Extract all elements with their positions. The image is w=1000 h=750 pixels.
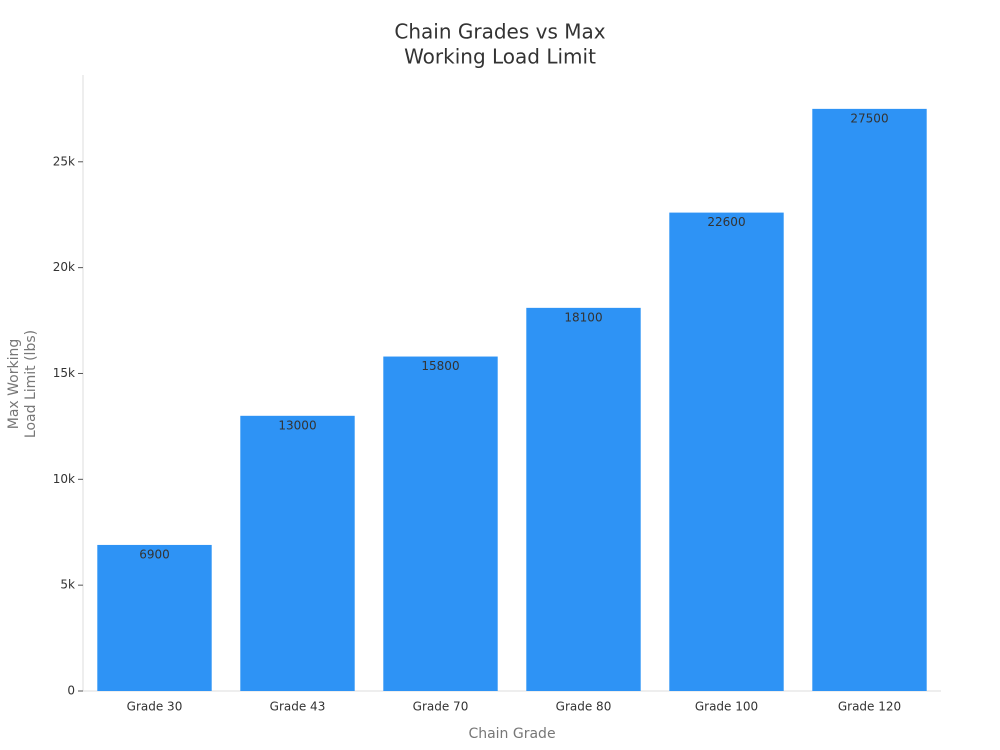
x-tick-label: Grade 43 bbox=[270, 700, 326, 714]
x-tick-label: Grade 70 bbox=[413, 700, 469, 714]
bar bbox=[669, 212, 784, 692]
x-tick-label: Grade 30 bbox=[127, 700, 183, 714]
y-axis-title: Max Working bbox=[6, 339, 22, 430]
bar bbox=[812, 108, 927, 692]
y-tick-label: 10k bbox=[53, 472, 75, 486]
y-axis-title: Load Limit (lbs) bbox=[23, 330, 39, 438]
y-tick-label: 20k bbox=[53, 260, 75, 274]
x-tick-label: Grade 80 bbox=[556, 700, 612, 714]
bar bbox=[526, 307, 641, 691]
value-label: 6900 bbox=[139, 547, 170, 561]
x-tick-label: Grade 120 bbox=[838, 700, 901, 714]
y-tick-label: 5k bbox=[60, 578, 75, 592]
value-label: 18100 bbox=[564, 310, 602, 324]
x-axis-title: Chain Grade bbox=[468, 726, 555, 742]
x-tick-label: Grade 100 bbox=[695, 700, 758, 714]
value-label: 15800 bbox=[421, 359, 459, 373]
y-tick-label: 15k bbox=[53, 366, 75, 380]
bar bbox=[383, 356, 498, 691]
bar bbox=[97, 544, 212, 691]
chart-title: Working Load Limit bbox=[404, 45, 596, 69]
value-label: 27500 bbox=[850, 111, 888, 125]
y-tick-label: 25k bbox=[53, 154, 75, 168]
chart-title: Chain Grades vs Max bbox=[394, 20, 605, 44]
y-tick-label: 0 bbox=[67, 684, 75, 698]
value-label: 22600 bbox=[707, 215, 745, 229]
value-label: 13000 bbox=[278, 418, 316, 432]
bar bbox=[240, 415, 355, 691]
